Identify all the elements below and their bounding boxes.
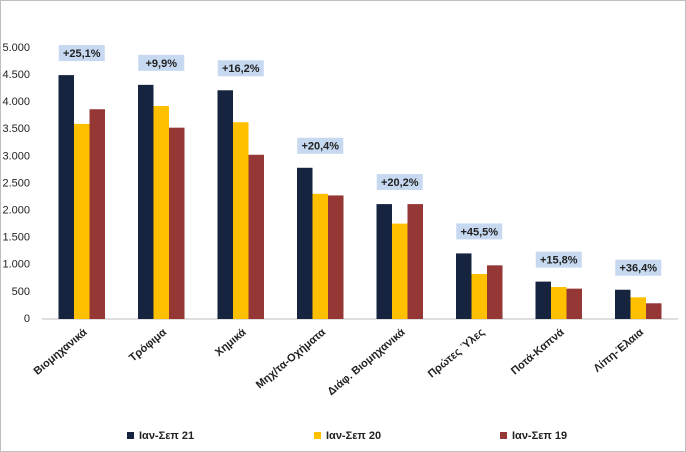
annotation: +36,4% [619, 263, 657, 275]
y-tick-label: 1.500 [2, 232, 30, 244]
bar [74, 123, 90, 319]
bar [89, 109, 105, 319]
bar [248, 154, 264, 319]
annotation: +45,5% [460, 226, 498, 238]
annotation-box [376, 174, 423, 191]
y-tick-label: 0 [24, 313, 30, 325]
legend-label: Ιαν-Σεπ 20 [326, 430, 381, 442]
bar [138, 84, 154, 319]
y-tick-label: 4.500 [2, 69, 30, 81]
bar [233, 122, 249, 319]
legend-label: Ιαν-Σεπ 19 [512, 430, 567, 442]
annotation-box [615, 259, 662, 276]
bar [153, 105, 169, 319]
y-tick-label: 1.000 [2, 259, 30, 271]
y-tick-label: 5.000 [2, 42, 30, 54]
annotation-box [138, 54, 185, 71]
legend-label: Ιαν-Σεπ 21 [139, 430, 194, 442]
annotation: +16,2% [222, 63, 260, 75]
y-tick-label: 2.000 [2, 205, 30, 217]
bar [376, 204, 392, 319]
bar [407, 204, 423, 319]
annotation-box [58, 45, 105, 62]
annotation: +9,9% [146, 58, 178, 70]
annotation-box [297, 137, 344, 154]
bar [312, 193, 328, 319]
legend-swatch [314, 432, 321, 439]
bar [566, 288, 582, 319]
bar [551, 287, 567, 319]
bar [392, 223, 408, 319]
bar [456, 253, 472, 319]
y-tick-label: 2.500 [2, 177, 30, 189]
bar [58, 75, 74, 319]
bar [328, 195, 344, 319]
annotation: +20,4% [301, 141, 339, 153]
bar [169, 127, 185, 319]
annotation-box [456, 223, 503, 240]
legend-swatch [127, 432, 134, 439]
legend-swatch [500, 432, 507, 439]
y-tick-label: 4.000 [2, 96, 30, 108]
bar [471, 274, 487, 319]
bar [630, 297, 646, 319]
bar [646, 303, 662, 319]
bar [535, 281, 551, 319]
bar [297, 167, 313, 319]
y-tick-label: 500 [12, 286, 30, 298]
annotation-box [217, 60, 264, 77]
y-tick-label: 3.000 [2, 150, 30, 162]
annotation-box [535, 251, 582, 268]
annotation: +25,1% [63, 48, 101, 60]
bar [487, 265, 503, 319]
y-tick-label: 3.500 [2, 123, 30, 135]
annotation: +20,2% [381, 177, 419, 189]
annotation: +15,8% [540, 255, 578, 267]
bar [615, 289, 631, 319]
bar [217, 90, 233, 319]
